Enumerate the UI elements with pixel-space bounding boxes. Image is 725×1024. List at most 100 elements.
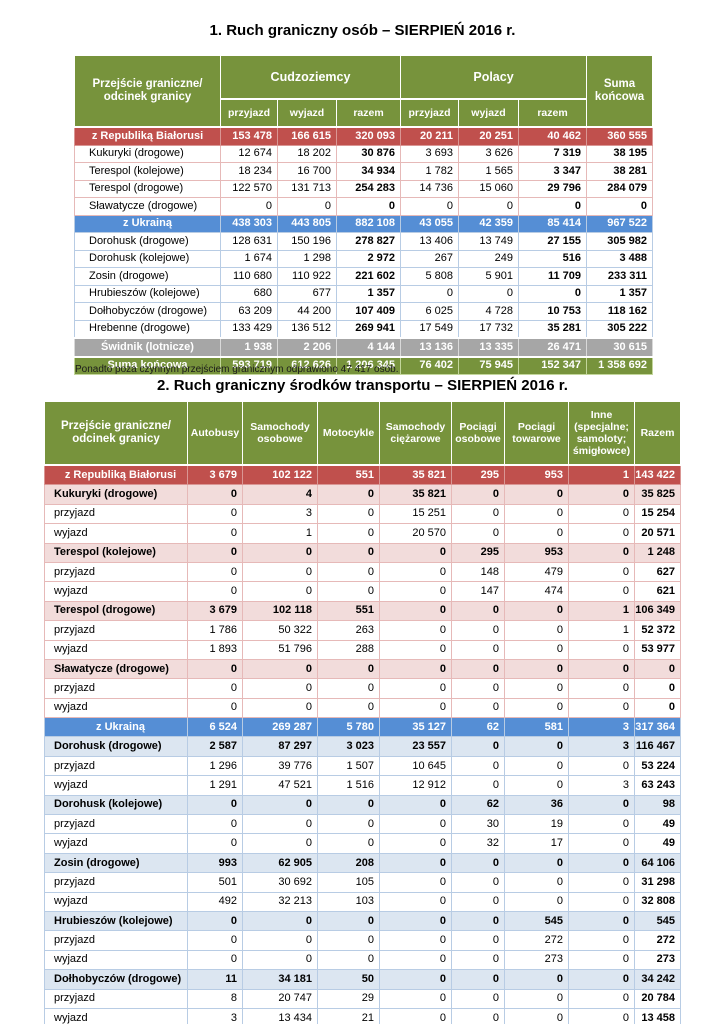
cell-value: 0: [451, 678, 505, 699]
cell-value: 75 945: [458, 355, 519, 375]
footnote: Ponadto poza czynnym przejściem graniczn…: [75, 364, 399, 375]
cell-value: 143 422: [634, 464, 681, 486]
row-label: Terespol (kolejowe): [44, 542, 188, 563]
cell-value: 76 402: [400, 355, 459, 375]
cell-value: 0: [379, 988, 452, 1009]
cell-value: 0: [379, 949, 452, 971]
cell-value: 0: [458, 197, 519, 216]
row-label: wyjazd: [44, 775, 188, 796]
cell-value: 13 335: [458, 337, 519, 357]
cell-value: 0: [187, 794, 243, 816]
cell-value: 479: [504, 561, 569, 583]
column-header-grand-total: Suma końcowa: [586, 55, 654, 128]
table-row: wyjazd 1 291 47 521 1 516 12 912 0 0 3 63 243: [44, 775, 681, 796]
row-label: Hrubieszów (kolejowe): [44, 910, 188, 932]
cell-value: 122 570: [220, 179, 278, 198]
cell-value: 0: [187, 658, 243, 680]
cell-value: 0: [187, 697, 243, 719]
cell-value: 3 023: [317, 736, 380, 757]
cell-value: 0: [451, 910, 505, 932]
cell-value: 0: [242, 658, 318, 680]
cell-value: 2 587: [187, 736, 243, 757]
cell-value: 1: [568, 600, 635, 622]
cell-value: 0: [187, 542, 243, 563]
cell-value: 147: [451, 581, 505, 602]
cell-value: 20 784: [634, 988, 681, 1009]
cell-value: 0: [317, 794, 380, 816]
table-row: Dorohusk (kolejowe) 0 0 0 0 62 36 0 98: [44, 794, 681, 816]
row-label: przyjazd: [44, 814, 188, 835]
cell-value: 0: [451, 1007, 505, 1024]
cell-value: 0: [379, 794, 452, 816]
table-row: Kukuryki (drogowe) 0 4 0 35 821 0 0 0 35 825: [44, 484, 681, 505]
cell-value: 0: [187, 523, 243, 544]
cell-value: 305 982: [586, 232, 654, 251]
cell-value: 1 786: [187, 620, 243, 641]
cell-value: 98: [634, 794, 681, 816]
row-label: wyjazd: [44, 891, 188, 912]
cell-value: 0: [568, 542, 635, 563]
cell-value: 0: [379, 620, 452, 641]
table-row: Terespol (kolejowe) 0 0 0 0 295 953 0 1 248: [44, 542, 681, 563]
cell-value: 0: [568, 833, 635, 854]
cell-value: 0: [242, 949, 318, 971]
row-label: Dorohusk (kolejowe): [44, 794, 188, 816]
cell-value: 0: [568, 949, 635, 971]
cell-value: 35 821: [379, 484, 452, 505]
table-row: wyjazd 0 1 0 20 570 0 0 0 20 571: [44, 523, 681, 544]
cell-value: 295: [451, 542, 505, 563]
cell-value: 106 349: [634, 600, 681, 622]
cell-value: 13 749: [458, 232, 519, 251]
cell-value: 501: [187, 872, 243, 893]
cell-value: 3 679: [187, 600, 243, 622]
table-row: wyjazd 0 0 0 0 0 0 0 0: [44, 697, 681, 719]
row-label: Dorohusk (drogowe): [74, 232, 221, 251]
cell-value: 0: [568, 794, 635, 816]
cell-value: 0: [504, 503, 569, 525]
cell-value: 288: [317, 639, 380, 660]
cell-value: 0: [568, 930, 635, 951]
cell-value: 438 303: [220, 214, 278, 233]
cell-value: 118 162: [586, 302, 654, 321]
table-row: Zosin (drogowe) 110 680 110 922 221 602 5 80…: [74, 267, 654, 286]
cell-value: 3: [568, 775, 635, 796]
cell-value: 1: [568, 620, 635, 641]
cell-value: 233 311: [586, 267, 654, 286]
table-row: Dorohusk (drogowe) 128 631 150 196 278 827 1…: [74, 232, 654, 251]
column-header-buses: Autobusy: [187, 401, 243, 466]
row-label: z Ukrainą: [74, 214, 221, 233]
cell-value: 20 747: [242, 988, 318, 1009]
cell-value: 20 251: [458, 126, 519, 146]
column-header-arrival: przyjazd: [400, 98, 459, 128]
cell-value: 0: [568, 969, 635, 990]
row-label: Kukuryki (drogowe): [74, 144, 221, 163]
cell-value: 26 471: [517, 337, 588, 357]
cell-value: 62 905: [242, 852, 318, 874]
cell-value: 680: [220, 284, 278, 303]
cell-value: 49: [634, 814, 681, 835]
cell-value: 0: [379, 910, 452, 932]
table-row: wyjazd 1 893 51 796 288 0 0 0 0 53 977: [44, 639, 681, 660]
cell-value: 0: [379, 1007, 452, 1024]
cell-value: 150 196: [277, 232, 337, 251]
cell-value: 0: [400, 197, 459, 216]
cell-value: 29 796: [517, 179, 588, 198]
cell-value: 0: [568, 523, 635, 544]
cell-value: 128 631: [220, 232, 278, 251]
cell-value: 0: [242, 794, 318, 816]
table-row: Sławatycze (drogowe) 0 0 0 0 0 0 0: [74, 197, 654, 216]
table-row: Hrubieszów (kolejowe) 680 677 1 357 0 0 0 1 357: [74, 284, 654, 303]
cell-value: 105: [317, 872, 380, 893]
row-label: Terespol (drogowe): [44, 600, 188, 622]
cell-value: 0: [504, 736, 569, 757]
cell-value: 0: [187, 678, 243, 699]
cell-value: 317 364: [634, 717, 681, 738]
cell-value: 0: [568, 581, 635, 602]
cell-value: 0: [504, 988, 569, 1009]
table-row: Terespol (drogowe) 122 570 131 713 254 283 1…: [74, 179, 654, 198]
cell-value: 0: [379, 581, 452, 602]
cell-value: 42 359: [458, 214, 519, 233]
cell-value: 0: [317, 581, 380, 602]
table-row: przyjazd 0 0 0 0 30 19 0 49: [44, 814, 681, 835]
cell-value: 0: [504, 852, 569, 874]
